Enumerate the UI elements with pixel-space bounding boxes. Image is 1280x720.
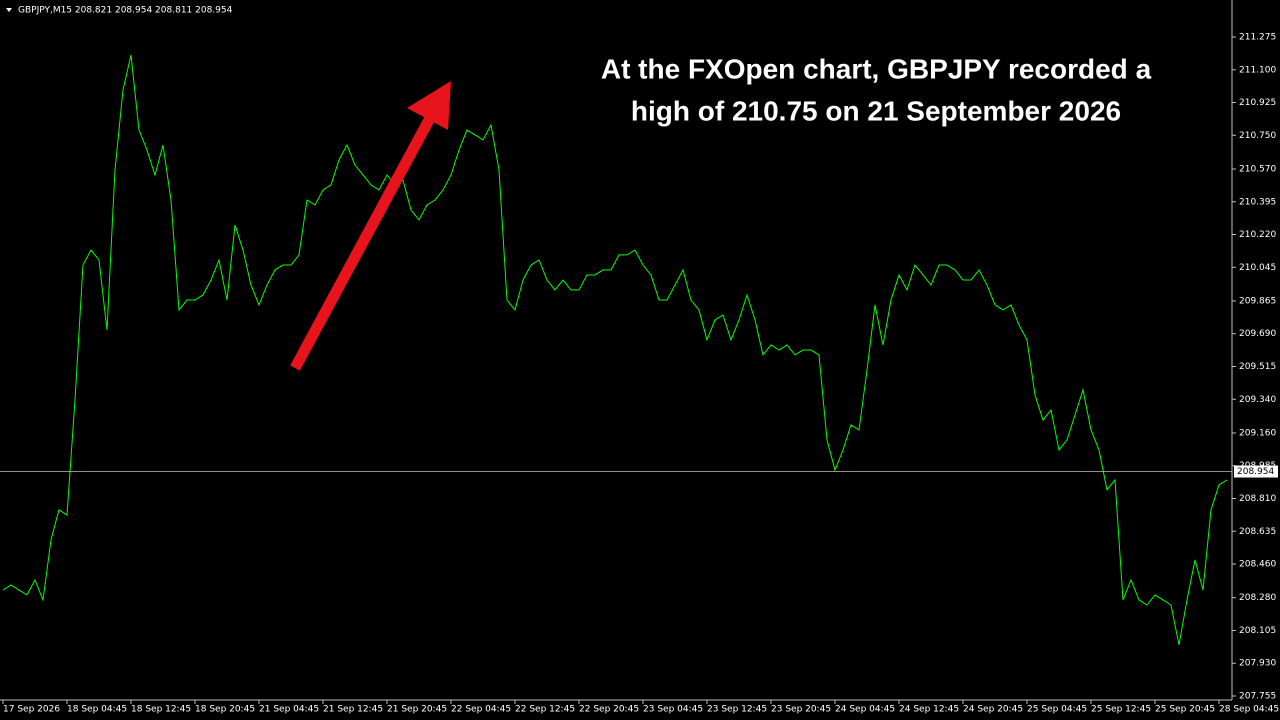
x-tick-label: 23 Sep 20:45 bbox=[771, 705, 831, 715]
y-tick-label: 209.865 bbox=[1239, 296, 1276, 306]
y-tick-label: 210.570 bbox=[1239, 164, 1276, 174]
x-tick-label: 18 Sep 04:45 bbox=[67, 705, 127, 715]
x-tick-label: 24 Sep 20:45 bbox=[963, 705, 1023, 715]
y-tick-label: 210.750 bbox=[1239, 131, 1276, 141]
x-tick-label: 23 Sep 04:45 bbox=[643, 705, 703, 715]
arrow-head bbox=[407, 81, 451, 130]
x-tick-label: 23 Sep 12:45 bbox=[707, 705, 767, 715]
y-tick-label: 209.340 bbox=[1239, 395, 1276, 405]
y-tick-label: 208.280 bbox=[1239, 593, 1276, 603]
x-tick-label: 18 Sep 20:45 bbox=[195, 705, 255, 715]
y-tick-label: 210.925 bbox=[1239, 98, 1276, 108]
annotation: high of 210.75 on 21 September 2026 bbox=[631, 95, 1121, 126]
y-tick-label: 207.755 bbox=[1239, 692, 1276, 702]
y-tick-label: 210.045 bbox=[1239, 263, 1276, 273]
y-tick-label: 210.220 bbox=[1239, 230, 1276, 240]
x-tick-label: 21 Sep 12:45 bbox=[323, 705, 383, 715]
y-tick-label: 208.810 bbox=[1239, 494, 1276, 504]
y-tick-label: 211.100 bbox=[1239, 65, 1276, 75]
annotation: At the FXOpen chart, GBPJPY recorded a bbox=[601, 53, 1152, 84]
y-tick-label: 208.635 bbox=[1239, 527, 1276, 537]
x-tick-label: 21 Sep 20:45 bbox=[387, 705, 447, 715]
price-line bbox=[2, 54, 1228, 645]
y-tick-label: 209.690 bbox=[1239, 329, 1276, 339]
plot: 211.275 211.100 210.925 210.750 210.570 210.3… bbox=[0, 33, 1279, 715]
x-tick-label: 22 Sep 12:45 bbox=[515, 705, 575, 715]
y-tick-label: 210.395 bbox=[1239, 197, 1276, 207]
x-tick-label: 25 Sep 20:45 bbox=[1155, 705, 1215, 715]
x-tick-label: 17 Sep 2026 bbox=[3, 705, 60, 715]
y-tick-label: 208.460 bbox=[1239, 560, 1276, 570]
x-tick-label: 21 Sep 04:45 bbox=[259, 705, 319, 715]
x-tick-label: 25 Sep 04:45 bbox=[1027, 705, 1087, 715]
y-tick-label: 209.515 bbox=[1239, 362, 1276, 372]
y-tick-label: 209.160 bbox=[1239, 428, 1276, 438]
x-tick-label: 24 Sep 04:45 bbox=[835, 705, 895, 715]
x-tick-label: 24 Sep 12:45 bbox=[899, 705, 959, 715]
x-tick-label: 25 Sep 12:45 bbox=[1091, 705, 1151, 715]
current-price-box bbox=[1234, 465, 1278, 478]
x-tick-label: 28 Sep 04:45 bbox=[1219, 705, 1279, 715]
x-tick-label: 22 Sep 04:45 bbox=[451, 705, 511, 715]
current-price-label: 208.954 bbox=[1237, 467, 1274, 477]
arrow-shaft bbox=[290, 115, 435, 371]
y-tick-label: 208.105 bbox=[1239, 626, 1276, 636]
y-tick-label: 211.275 bbox=[1239, 33, 1276, 43]
menu-triangle[interactable] bbox=[6, 8, 12, 12]
x-tick-label: 22 Sep 20:45 bbox=[579, 705, 639, 715]
y-tick-label: 207.930 bbox=[1239, 659, 1276, 669]
x-tick-label: 18 Sep 12:45 bbox=[131, 705, 191, 715]
chart-title: GBPJPY,M15 208.821 208.954 208.811 208.9… bbox=[18, 6, 233, 16]
